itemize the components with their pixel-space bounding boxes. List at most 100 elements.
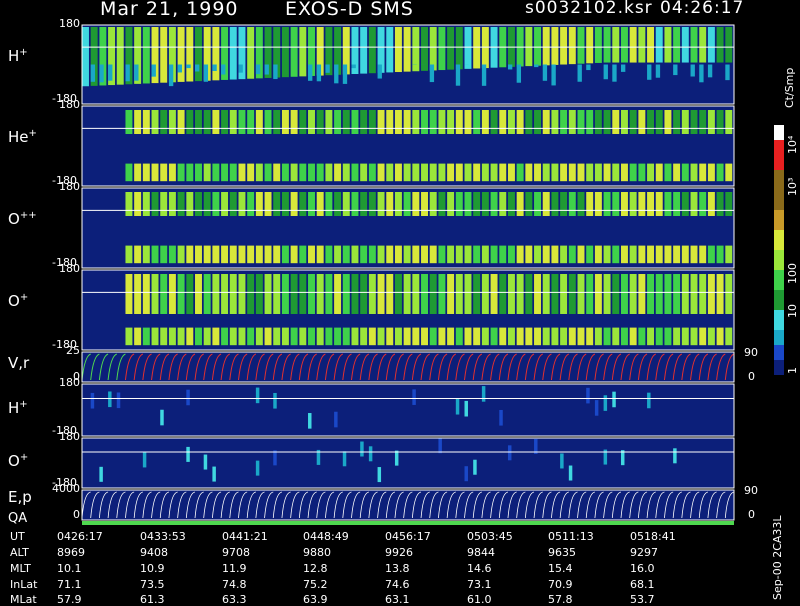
flux-stripe (308, 164, 315, 182)
right-tick-bottom: 0 (748, 370, 755, 383)
flux-stripe (169, 246, 176, 264)
flux-stripe (160, 192, 167, 216)
table-cell: 8969 (57, 546, 85, 559)
flux-stripe (612, 192, 619, 216)
flux-stripe (378, 328, 385, 346)
flux-stripe (178, 246, 185, 264)
flux-stripe (369, 27, 376, 73)
flux-stripe (195, 192, 202, 216)
flux-stripe (638, 27, 645, 63)
flux-stripe (534, 328, 541, 346)
flux-stripe (430, 328, 437, 346)
flux-stripe (499, 246, 506, 264)
flux-stripe (369, 274, 376, 314)
flux-stripe (551, 246, 558, 264)
flux-stripe (160, 27, 167, 83)
flux-stripe (378, 65, 382, 79)
flux-stripe (178, 164, 185, 182)
flux-stripe (604, 27, 611, 63)
flux-stripe (664, 27, 671, 63)
flux-stripe (247, 110, 254, 134)
flux-stripe (204, 110, 211, 134)
flux-stripe (673, 448, 676, 463)
table-cell: 16.0 (630, 562, 655, 575)
flux-stripe (204, 65, 208, 82)
flux-stripe (412, 110, 419, 134)
flux-stripe (438, 328, 445, 346)
flux-stripe (360, 246, 367, 264)
flux-stripe (178, 192, 185, 216)
flux-stripe (604, 110, 611, 134)
flux-stripe (621, 246, 628, 264)
flux-stripe (204, 164, 211, 182)
flux-stripe (551, 65, 555, 86)
flux-stripe (308, 274, 315, 314)
flux-stripe (230, 192, 237, 216)
flux-stripe (612, 110, 619, 134)
flux-stripe (125, 274, 132, 314)
colorbar-segment (774, 270, 784, 290)
flux-stripe (134, 246, 141, 264)
flux-stripe (143, 164, 150, 182)
table-row-name: UT (10, 530, 25, 543)
flux-stripe (473, 192, 480, 216)
flux-stripe (682, 164, 689, 182)
flux-stripe (708, 274, 715, 314)
flux-stripe (717, 110, 724, 134)
flux-stripe (456, 328, 463, 346)
flux-stripe (456, 27, 463, 69)
flux-stripe (560, 274, 567, 314)
flux-stripe (499, 328, 506, 346)
flux-stripe (178, 27, 185, 82)
flux-stripe (438, 110, 445, 134)
panel-label-superscript: ++ (20, 210, 37, 221)
flux-stripe (604, 395, 607, 411)
table-cell: 74.8 (222, 578, 247, 591)
y-tick-bottom: 0 (73, 508, 80, 521)
flux-stripe (299, 164, 306, 182)
flux-stripe (725, 65, 729, 81)
y-tick-top: 4000 (52, 482, 80, 495)
flux-stripe (517, 328, 524, 346)
flux-stripe (465, 192, 472, 216)
flux-stripe (178, 274, 185, 314)
flux-stripe (186, 328, 193, 346)
flux-stripe (360, 164, 367, 182)
flux-stripe (343, 246, 350, 264)
flux-stripe (673, 328, 680, 346)
flux-stripe (247, 274, 254, 314)
flux-stripe (221, 110, 228, 134)
flux-stripe (343, 274, 350, 314)
flux-stripe (647, 65, 651, 80)
flux-stripe (395, 164, 402, 182)
flux-stripe (256, 388, 259, 404)
panel-label: V,r (8, 354, 29, 372)
table-cell: 0511:13 (548, 530, 594, 543)
flux-stripe (308, 65, 312, 81)
flux-stripe (551, 192, 558, 216)
flux-stripe (256, 192, 263, 216)
flux-stripe (404, 164, 411, 182)
flux-stripe (221, 164, 228, 182)
flux-stripe (308, 413, 311, 429)
flux-stripe (125, 164, 132, 182)
flux-stripe (195, 328, 202, 346)
flux-stripe (299, 328, 306, 346)
flux-stripe (456, 110, 463, 134)
flux-stripe (395, 27, 402, 72)
flux-stripe (273, 274, 280, 314)
flux-stripe (317, 274, 324, 314)
flux-stripe (586, 246, 593, 264)
flux-stripe (247, 192, 254, 216)
flux-stripe (230, 164, 237, 182)
flux-stripe (604, 246, 611, 264)
flux-stripe (595, 192, 602, 216)
flux-stripe (647, 164, 654, 182)
flux-stripe (108, 65, 112, 81)
flux-stripe (317, 164, 324, 182)
y-tick-top: 180 (59, 98, 80, 111)
flux-stripe (204, 246, 211, 264)
flux-stripe (543, 65, 547, 81)
panel-label-superscript: + (19, 399, 27, 410)
flux-stripe (195, 65, 199, 72)
